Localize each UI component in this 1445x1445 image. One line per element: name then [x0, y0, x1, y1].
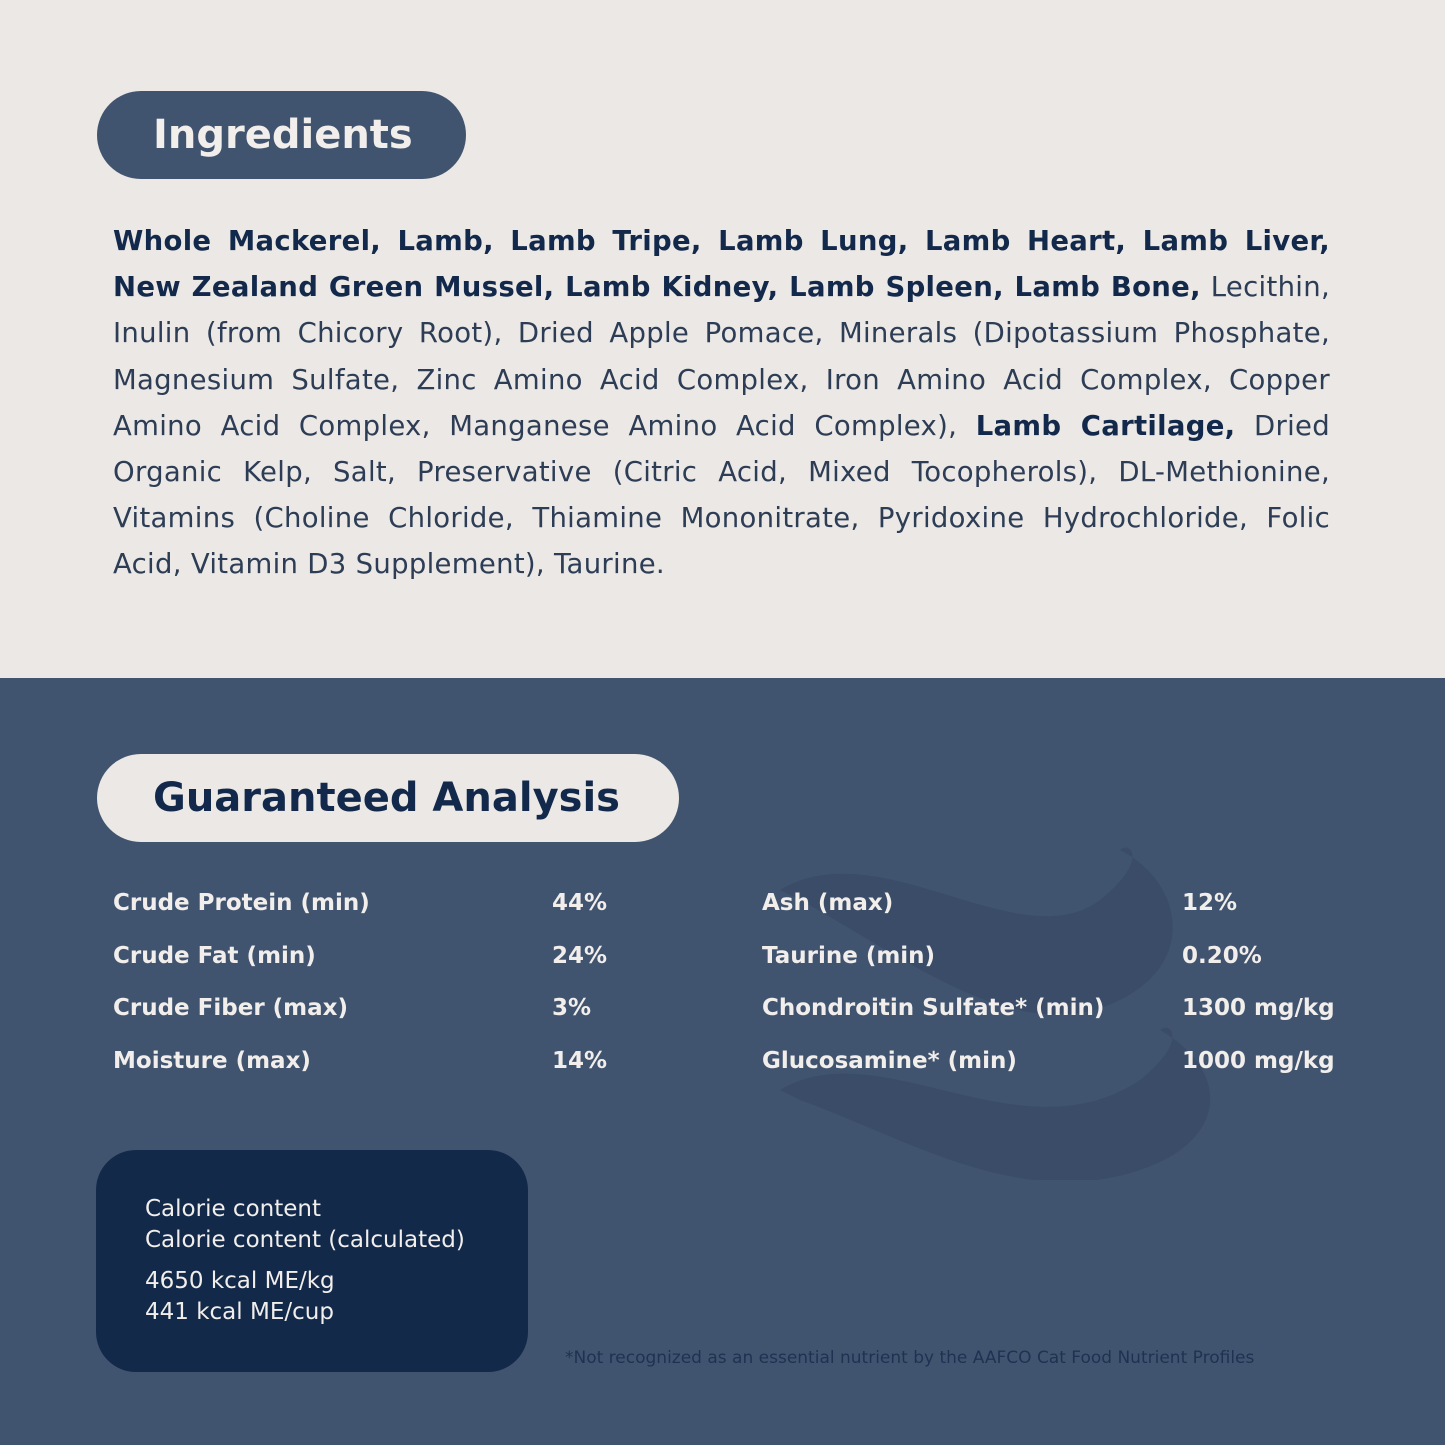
- analysis-label: Glucosamine* (min): [762, 1048, 1017, 1074]
- ingredient-segment: Lecithin, Inulin (from Chicory Root), Dr…: [113, 271, 1331, 442]
- analysis-label: Crude Fat (min): [113, 943, 316, 969]
- analysis-value: 14%: [552, 1048, 608, 1074]
- analysis-value: 0.20%: [1182, 943, 1262, 969]
- analysis-label: Moisture (max): [113, 1048, 311, 1074]
- ingredients-section: Ingredients Whole Mackerel, Lamb, Lamb T…: [0, 0, 1445, 678]
- analysis-value: 24%: [552, 943, 608, 969]
- analysis-value: 1300 mg/kg: [1182, 995, 1335, 1021]
- analysis-label: Taurine (min): [762, 943, 936, 969]
- analysis-value: 12%: [1182, 890, 1238, 916]
- analysis-label: Chondroitin Sulfate* (min): [762, 995, 1105, 1021]
- ingredient-segment-bold: Lamb Cartilage,: [975, 409, 1236, 442]
- analysis-value: 44%: [552, 890, 608, 916]
- analysis-title: Guaranteed Analysis: [97, 754, 679, 842]
- analysis-value: 1000 mg/kg: [1182, 1048, 1335, 1074]
- ingredient-segment: Dried Organic Kelp, Salt, Preservative (…: [113, 409, 1331, 581]
- ingredient-segment-bold: Whole Mackerel, Lamb, Lamb Tripe, Lamb L…: [113, 225, 1330, 304]
- calorie-box: Calorie content Calorie content (calcula…: [96, 1150, 528, 1372]
- calorie-value-kg: 4650 kcal ME/kg: [145, 1268, 335, 1294]
- calorie-value-cup: 441 kcal ME/cup: [145, 1299, 334, 1325]
- footnote: *Not recognized as an essential nutrient…: [565, 1348, 1255, 1368]
- analysis-label: Ash (max): [762, 890, 894, 916]
- analysis-label: Crude Fiber (max): [113, 995, 349, 1021]
- ingredients-title: Ingredients: [97, 91, 466, 179]
- calorie-label-calculated: Calorie content (calculated): [145, 1227, 465, 1253]
- wave-decoration-icon: [780, 847, 1211, 1180]
- calorie-label: Calorie content: [145, 1196, 321, 1222]
- analysis-value: 3%: [552, 995, 592, 1021]
- ingredients-text: Whole Mackerel, Lamb, Lamb Tripe, Lamb L…: [113, 218, 1330, 588]
- analysis-label: Crude Protein (min): [113, 890, 370, 916]
